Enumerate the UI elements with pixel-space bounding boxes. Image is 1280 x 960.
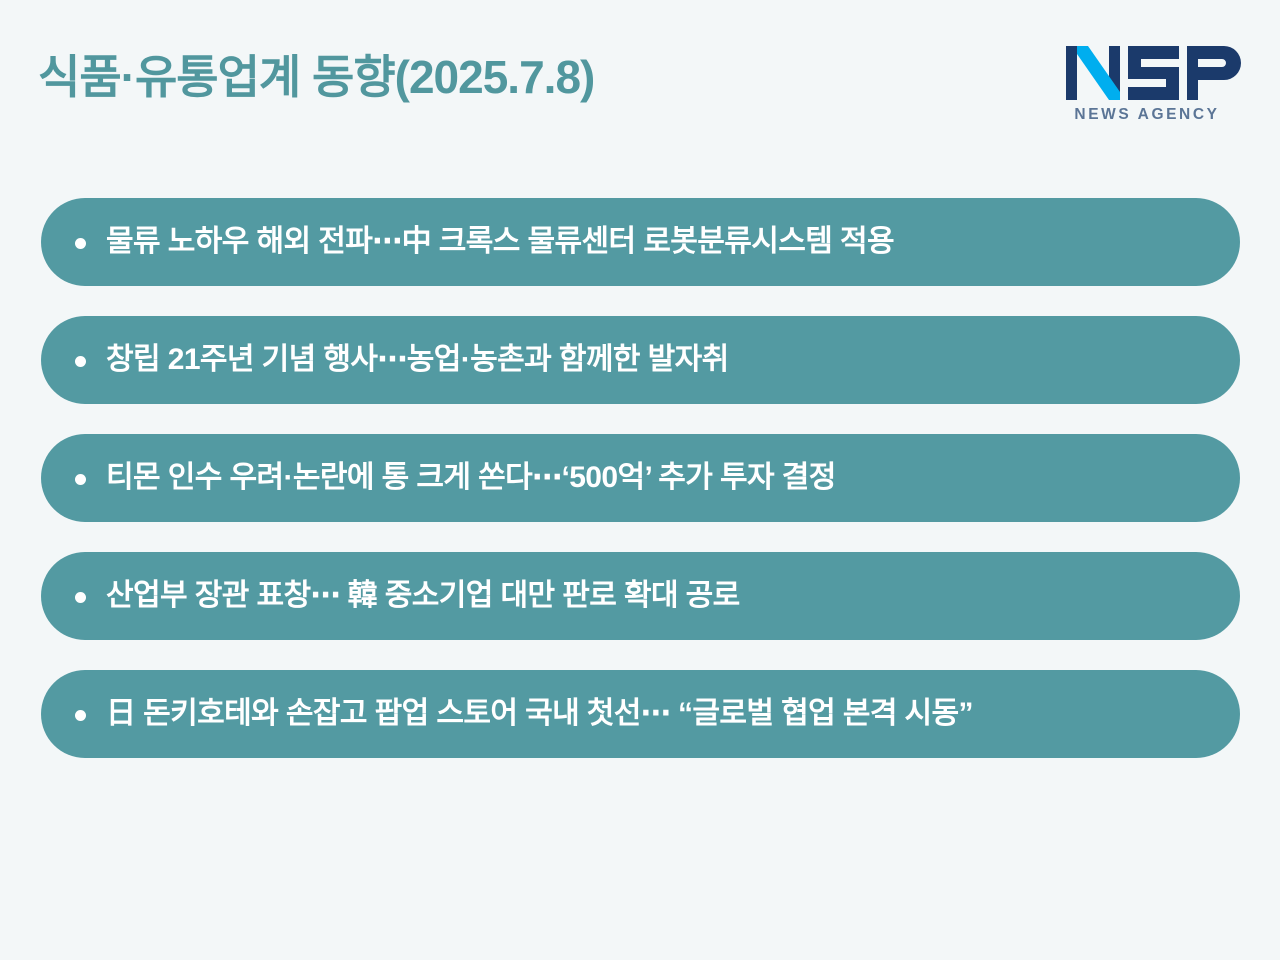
bullet-dot-icon	[75, 355, 86, 367]
headline-text: 물류 노하우 해외 전파⋯中 크록스 물류센터 로봇분류시스템 적용	[106, 225, 895, 258]
list-item[interactable]: 日 돈키호테와 손잡고 팝업 스토어 국내 첫선⋯ “글로벌 협업 본격 시동”	[41, 670, 1240, 758]
bullet-dot-icon	[75, 237, 86, 249]
headline-text: 티몬 인수 우려·논란에 통 크게 쏜다⋯‘500억’ 추가 투자 결정	[106, 461, 836, 494]
bullet-dot-icon	[75, 473, 86, 485]
headline-text: 日 돈키호테와 손잡고 팝업 스토어 국내 첫선⋯ “글로벌 협업 본격 시동”	[106, 697, 974, 730]
list-item[interactable]: 물류 노하우 해외 전파⋯中 크록스 물류센터 로봇분류시스템 적용	[41, 198, 1240, 286]
nsp-logo: NEWS AGENCY	[1052, 42, 1242, 137]
headline-text: 창립 21주년 기념 행사⋯농업·농촌과 함께한 발자취	[106, 343, 729, 376]
list-item[interactable]: 창립 21주년 기념 행사⋯농업·농촌과 함께한 발자취	[41, 316, 1240, 404]
nsp-logo-subtitle: NEWS AGENCY	[1074, 106, 1220, 123]
headline-text: 산업부 장관 표창⋯ 韓 중소기업 대만 판로 확대 공로	[106, 579, 740, 612]
bullet-dot-icon	[75, 709, 86, 721]
bullet-dot-icon	[75, 591, 86, 603]
list-item[interactable]: 티몬 인수 우려·논란에 통 크게 쏜다⋯‘500억’ 추가 투자 결정	[41, 434, 1240, 522]
headline-list: 물류 노하우 해외 전파⋯中 크록스 물류센터 로봇분류시스템 적용 창립 21…	[41, 198, 1240, 758]
nsp-logo-mark	[1066, 46, 1241, 100]
page-title: 식품·유통업계 동향(2025.7.8)	[38, 51, 595, 103]
list-item[interactable]: 산업부 장관 표창⋯ 韓 중소기업 대만 판로 확대 공로	[41, 552, 1240, 640]
